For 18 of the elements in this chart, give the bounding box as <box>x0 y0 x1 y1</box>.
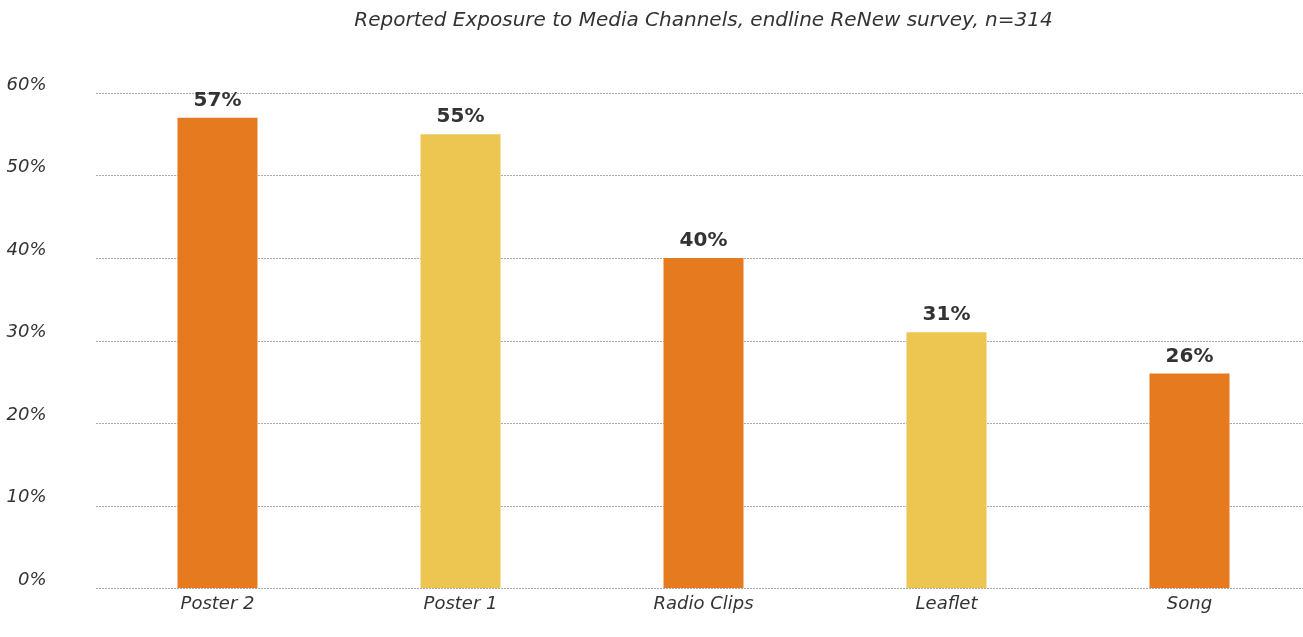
y-tick-label: 30% <box>6 320 47 341</box>
y-tick-label: 60% <box>6 72 47 94</box>
data-label: 57% <box>193 86 242 111</box>
y-tick-label: 20% <box>6 402 47 424</box>
x-tick-label: Leaflet <box>915 591 979 613</box>
x-tick-label: Radio Clips <box>653 591 754 613</box>
data-label: 31% <box>922 301 971 326</box>
data-label: 55% <box>436 103 485 128</box>
chart-title: Reported Exposure to Media Channels, endline ReNew survey, n=314 <box>354 7 1053 31</box>
data-label: 26% <box>1165 342 1214 367</box>
x-tick-label: Song <box>1166 591 1213 613</box>
y-tick-label: 50% <box>6 155 47 176</box>
y-tick-label: 40% <box>6 237 47 259</box>
y-tick-label: 0% <box>17 567 47 589</box>
y-tick-label: 10% <box>6 485 47 506</box>
x-tick-label: Poster 2 <box>180 591 255 613</box>
x-tick-label: Poster 1 <box>423 591 498 613</box>
data-label: 40% <box>679 227 728 251</box>
